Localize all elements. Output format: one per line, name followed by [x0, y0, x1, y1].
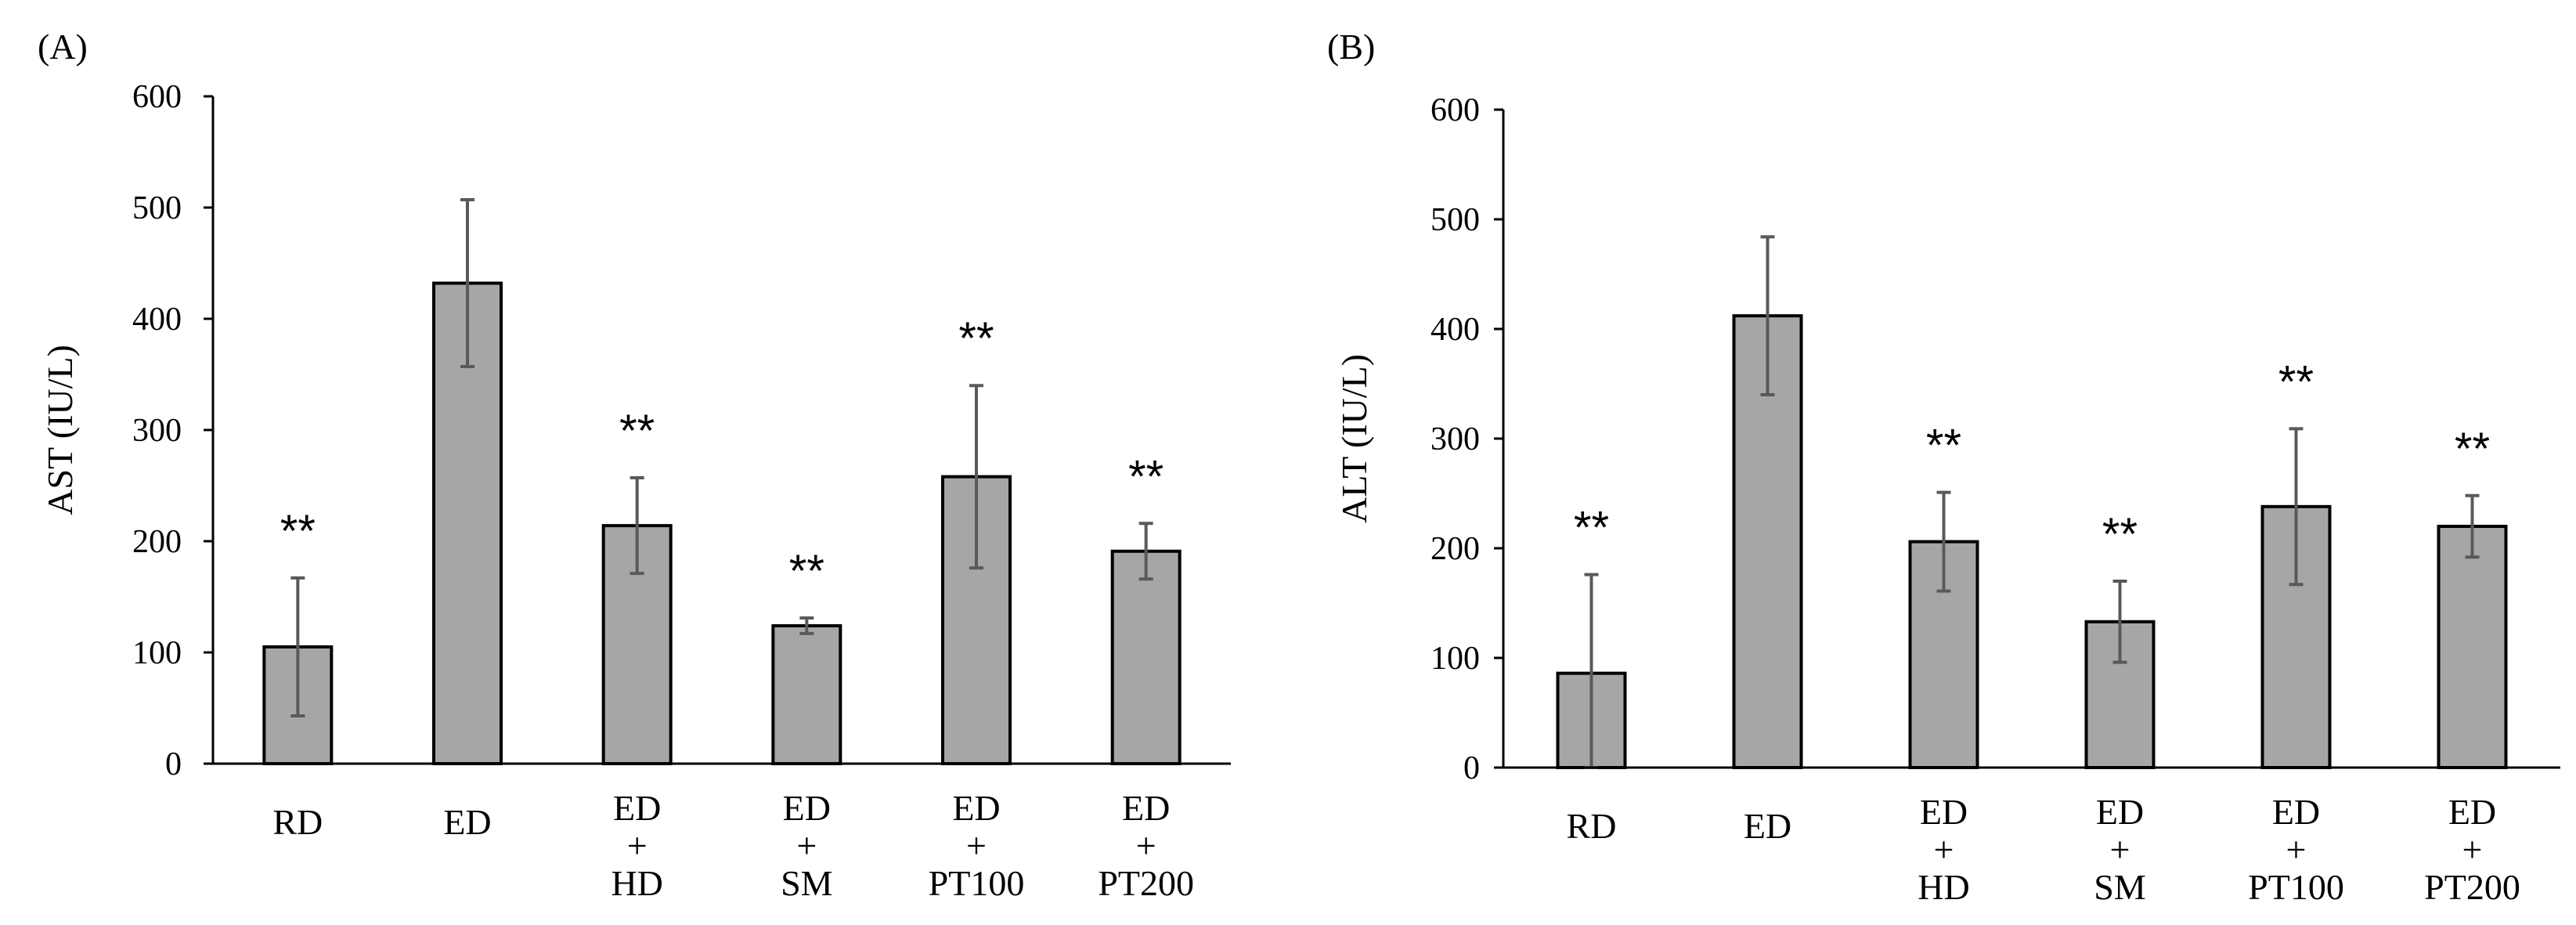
y-tick-label: 300: [132, 413, 182, 449]
x-tick-label-line: PT200: [1098, 863, 1194, 903]
x-tick-label: RD: [272, 802, 323, 842]
x-tick-label-line: SM: [2094, 867, 2145, 907]
bar: [1110, 549, 1182, 766]
bar: [771, 623, 842, 765]
x-tick-label: ED + SM: [781, 788, 832, 903]
y-tick-label: 400: [1431, 312, 1480, 348]
significance-label: **: [789, 546, 824, 597]
x-tick-label-line: ED: [613, 788, 661, 828]
significance-label: **: [1128, 451, 1164, 502]
bar: [941, 475, 1012, 765]
chart-panel-b: (B) ALT (IU/L) 0 100 200 300 400 500 600 ** RD ED **…: [1327, 27, 2560, 907]
chart-panel-a: (A) AST (IU/L) 0 100 200 300 400 500 600 ** RD ED **…: [38, 27, 1231, 903]
x-tick-label-line: +: [796, 826, 817, 865]
y-tick-label: 400: [132, 302, 182, 338]
significance-label: **: [1926, 421, 1961, 472]
y-tick-label: 600: [132, 79, 182, 115]
x-tick-label-line: ED: [952, 788, 1000, 828]
x-tick-label-line: +: [966, 826, 987, 865]
x-tick-label-line: ED: [1920, 792, 1968, 832]
x-tick-label: ED: [1744, 806, 1791, 846]
x-tick-label: ED + HD: [1918, 792, 1969, 907]
significance-label: **: [2102, 509, 2138, 560]
x-tick-label-line: SM: [781, 863, 832, 903]
x-tick-label: RD: [1567, 806, 1617, 846]
y-axis-title: ALT (IU/L): [1334, 354, 1374, 523]
x-tick-label: ED + HD: [611, 788, 662, 903]
x-tick-label: ED + SM: [2094, 792, 2145, 907]
x-tick-label-line: +: [2462, 829, 2483, 869]
significance-label: **: [619, 406, 655, 457]
x-tick-label-line: HD: [1918, 867, 1969, 907]
y-tick-label: 500: [1431, 202, 1480, 238]
x-tick-label-line: HD: [611, 863, 662, 903]
x-tick-label-line: PT100: [929, 863, 1025, 903]
y-tick-label: 200: [132, 524, 182, 560]
x-tick-label: ED: [443, 802, 491, 842]
x-tick-label-line: ED: [1744, 806, 1791, 846]
significance-label: **: [958, 313, 994, 364]
x-tick-label: ED + PT100: [2248, 792, 2344, 907]
x-tick-label-line: ED: [2272, 792, 2320, 832]
y-tick-label: 0: [165, 746, 182, 782]
x-tick-label: ED + PT100: [929, 788, 1025, 903]
x-tick-label-line: ED: [1122, 788, 1170, 828]
x-tick-label: ED + PT200: [2424, 792, 2520, 907]
x-tick-label-line: RD: [272, 802, 323, 842]
significance-label: **: [2278, 356, 2314, 407]
significance-label: **: [2455, 424, 2490, 475]
bar: [2437, 525, 2508, 769]
y-axis-title: AST (IU/L): [40, 345, 80, 515]
x-tick-label-line: +: [1934, 829, 1954, 869]
x-tick-label: ED + PT200: [1098, 788, 1194, 903]
x-tick-label-line: +: [2110, 829, 2130, 869]
significance-label: **: [1574, 503, 1609, 554]
y-tick-label: 100: [1431, 641, 1480, 677]
x-tick-label-line: +: [2286, 829, 2307, 869]
significance-label: **: [280, 506, 316, 557]
panel-label: (A): [38, 27, 88, 67]
y-tick-label: 200: [1431, 531, 1480, 567]
y-tick-label: 100: [132, 635, 182, 671]
x-tick-label-line: +: [627, 826, 648, 865]
y-tick-label: 600: [1431, 92, 1480, 128]
bar: [601, 524, 673, 765]
y-tick-label: 500: [132, 190, 182, 226]
panel-label: (B): [1327, 27, 1375, 67]
x-tick-label-line: RD: [1567, 806, 1617, 846]
x-tick-label-line: PT100: [2248, 867, 2344, 907]
y-tick-label: 0: [1463, 750, 1480, 786]
x-tick-label-line: ED: [443, 802, 491, 842]
x-tick-label-line: +: [1136, 826, 1156, 865]
y-tick-label: 300: [1431, 421, 1480, 457]
x-tick-label-line: ED: [783, 788, 831, 828]
x-tick-label-line: ED: [2096, 792, 2144, 832]
x-tick-label-line: PT200: [2424, 867, 2520, 907]
x-tick-label-line: ED: [2448, 792, 2496, 832]
